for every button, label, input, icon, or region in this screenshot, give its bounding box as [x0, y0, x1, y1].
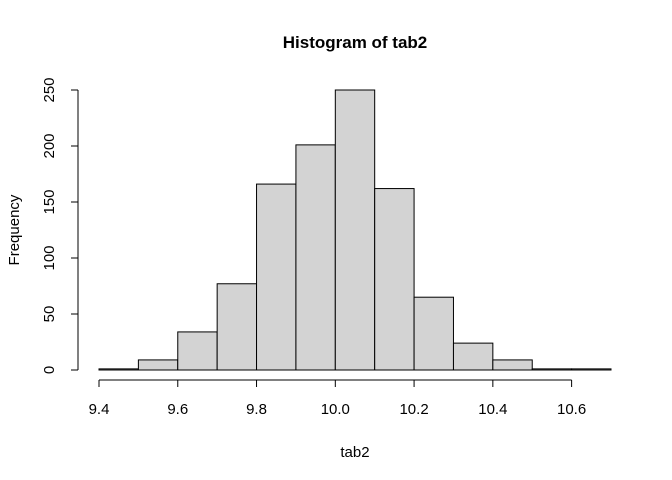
histogram-bar [216, 283, 258, 371]
y-tick-label: 200 [41, 133, 58, 158]
y-tick-label: 250 [41, 77, 58, 102]
x-tick-label: 9.4 [89, 401, 110, 418]
x-tick-label: 9.8 [246, 401, 267, 418]
y-tick-label: 150 [41, 189, 58, 214]
y-axis-label: Frequency [6, 194, 23, 265]
histogram-bar [256, 183, 297, 371]
y-tick-label: 0 [41, 366, 58, 374]
histogram-bar [177, 331, 218, 371]
x-tick-label: 10.6 [557, 401, 586, 418]
histogram-bar [452, 342, 494, 371]
y-tick-label: 100 [41, 245, 58, 270]
x-tick-label: 9.6 [167, 401, 188, 418]
x-tick-label: 10.4 [478, 401, 507, 418]
bars-group [98, 89, 612, 371]
x-axis-label: tab2 [340, 444, 369, 461]
histogram-bar [374, 188, 415, 371]
histogram-bar [531, 368, 573, 371]
x-tick-label: 10.2 [399, 401, 428, 418]
histogram-bar [492, 359, 533, 371]
x-tick-label: 10.0 [321, 401, 350, 418]
histogram-bar [334, 89, 376, 371]
histogram-bar [295, 144, 336, 371]
histogram-bar [413, 296, 454, 371]
histogram-bar [98, 368, 139, 371]
chart-title: Histogram of tab2 [283, 33, 428, 52]
y-tick-label: 50 [41, 306, 58, 323]
y-axis: 0 50 100 150 200 250 [41, 77, 79, 374]
histogram-bar [571, 368, 612, 371]
x-axis: 9.4 9.6 9.8 10.0 10.2 10.4 10.6 [89, 379, 586, 418]
histogram-bar [137, 359, 179, 371]
